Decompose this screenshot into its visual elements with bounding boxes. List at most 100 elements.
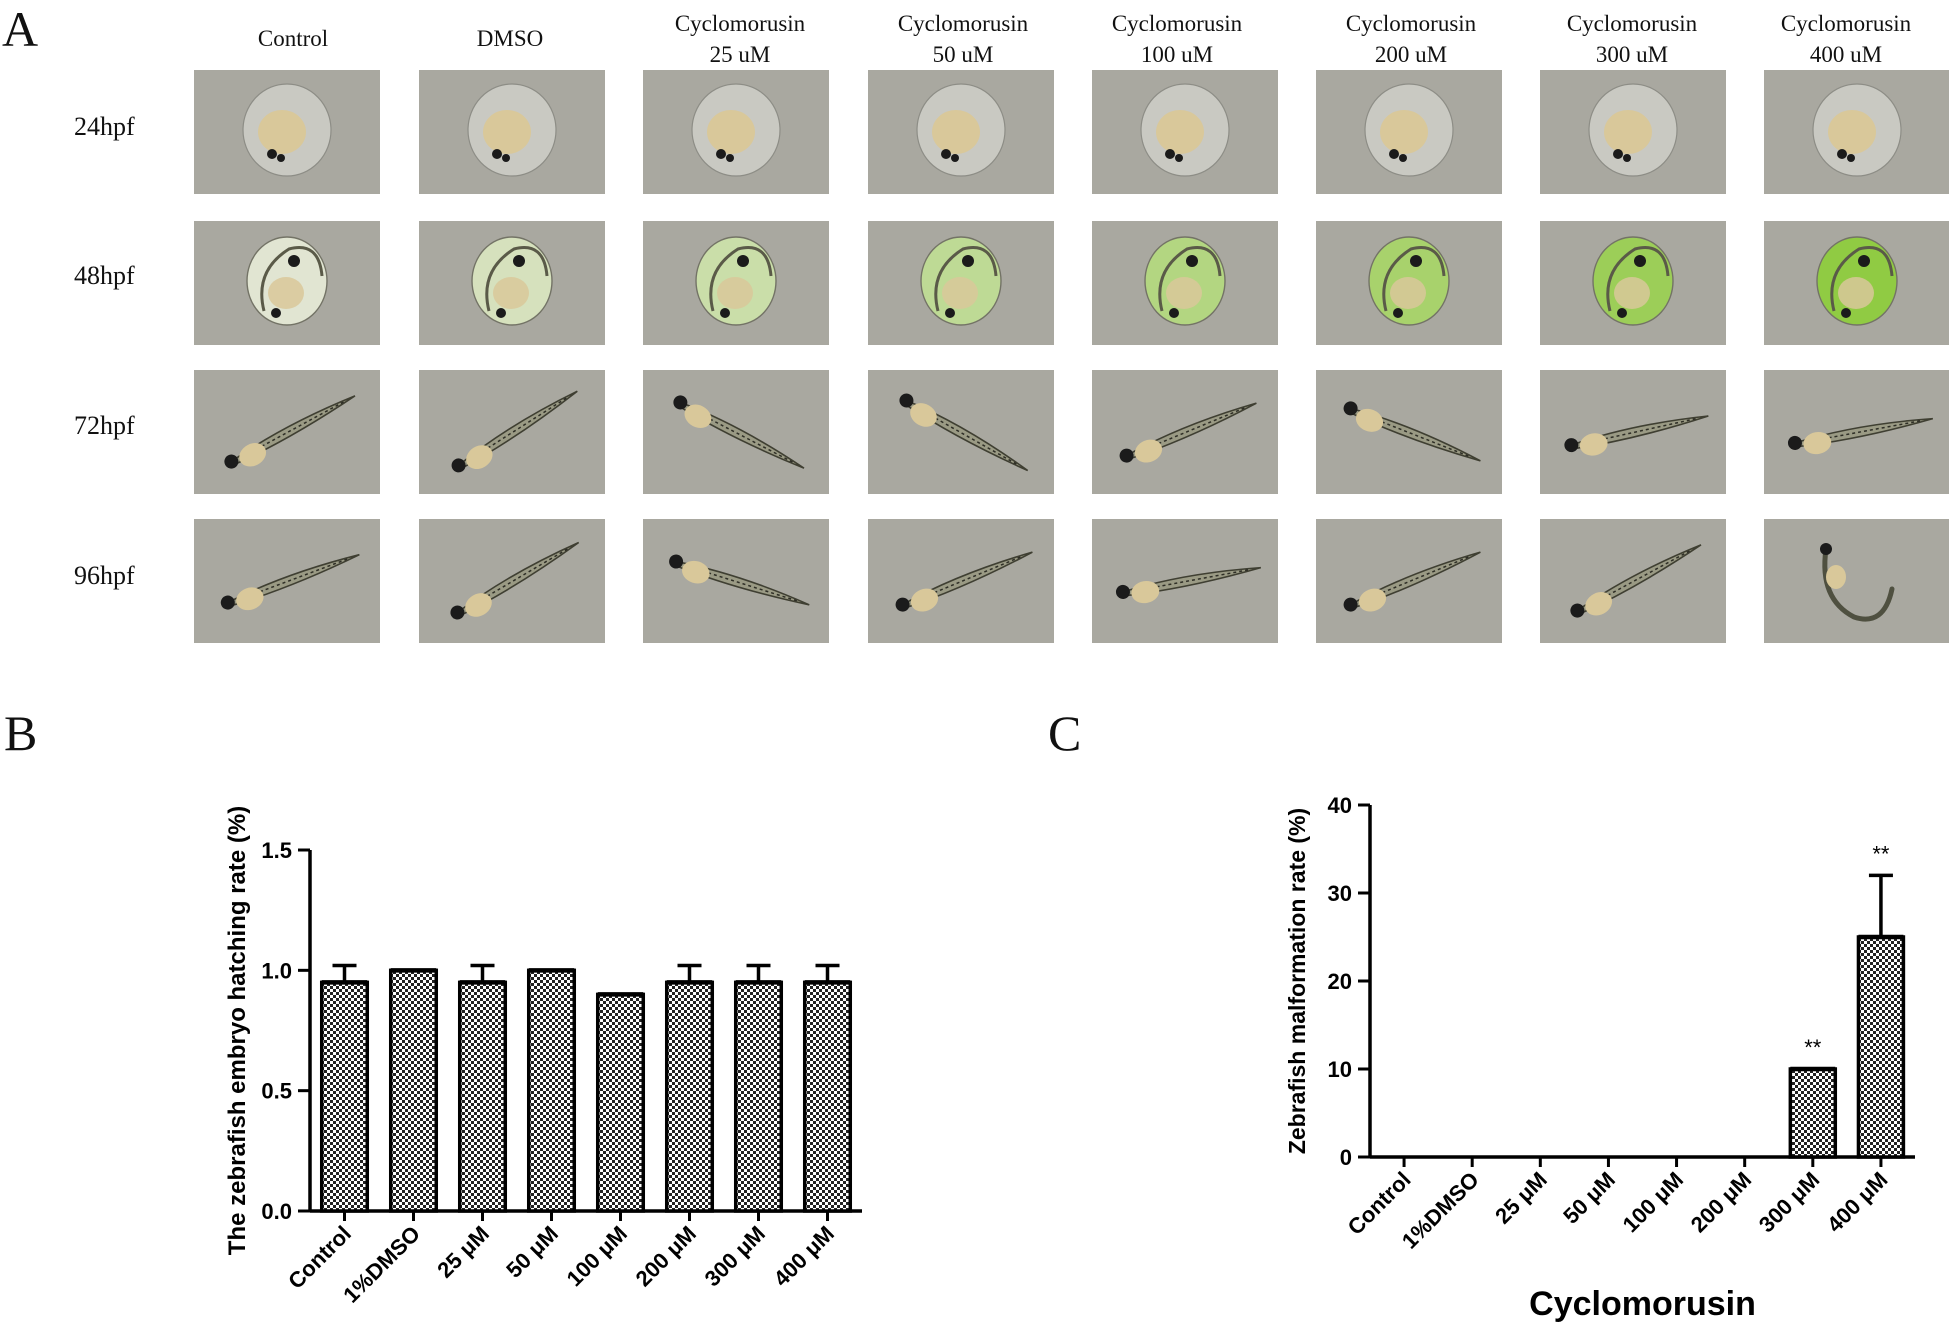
yolk <box>465 593 492 617</box>
x-tick-label: 200 μM <box>1686 1167 1756 1237</box>
eye <box>962 255 974 267</box>
column-label-line1: Cyclomorusin <box>897 11 1029 36</box>
eye <box>224 454 239 469</box>
eye <box>1841 308 1851 318</box>
eye <box>496 308 506 318</box>
bar <box>1788 1067 1838 1159</box>
embryo-micrograph <box>194 370 380 494</box>
y-tick-label: 0.5 <box>261 1079 292 1104</box>
yolk <box>1166 277 1202 309</box>
eye <box>1617 308 1627 318</box>
eye <box>1564 438 1579 453</box>
yolk <box>236 587 264 611</box>
yolk <box>1803 431 1832 455</box>
embryo-micrograph <box>194 519 380 643</box>
yolk <box>493 277 529 309</box>
eye <box>720 308 730 318</box>
column-label-line1: Cyclomorusin <box>674 11 806 36</box>
larva <box>1343 551 1481 612</box>
y-tick-label: 10 <box>1328 1057 1352 1082</box>
larva-body <box>1822 546 1895 622</box>
embryo-micrograph <box>1764 70 1949 194</box>
embryo-body <box>1382 246 1446 312</box>
larva <box>899 393 1029 472</box>
column-label-line1: Cyclomorusin <box>1566 11 1698 36</box>
y-tick-label: 40 <box>1328 793 1352 818</box>
y-tick-label: 1.5 <box>261 838 292 863</box>
eye <box>267 149 277 159</box>
embryo-micrograph <box>1764 221 1949 345</box>
column-label-300um: Cyclomorusin 300 uM <box>1522 8 1742 70</box>
yolk <box>466 445 493 470</box>
column-label-dmso: DMSO <box>400 23 620 54</box>
yolk <box>268 277 304 309</box>
eye <box>669 554 684 569</box>
column-label-50um: Cyclomorusin 50 uM <box>853 8 1073 70</box>
embryo-micrograph <box>419 221 605 345</box>
yolk <box>1390 277 1426 309</box>
eye <box>716 149 726 159</box>
embryo-micrograph <box>1316 221 1502 345</box>
embryo-micrograph <box>643 221 829 345</box>
column-label-line1: Control <box>257 26 329 51</box>
embryo-micrograph <box>1764 519 1949 643</box>
eye <box>1115 584 1130 599</box>
yolk <box>1380 110 1428 154</box>
x-tick-label: 50 μM <box>1558 1167 1620 1229</box>
yolk <box>1826 565 1846 589</box>
yolk <box>1604 110 1652 154</box>
yolk <box>717 277 753 309</box>
bar <box>664 980 715 1213</box>
embryo-micrograph <box>1540 70 1726 194</box>
embryo-micrograph <box>1092 221 1278 345</box>
yolk <box>1156 110 1204 154</box>
malformation-rate-chart: 0 10 20 30 40 Zebrafish malformation rate (%)… <box>1284 793 1915 1323</box>
embryo-micrograph <box>1764 370 1949 494</box>
larva <box>1115 566 1262 604</box>
column-label-control: Control <box>183 23 403 54</box>
embryo-micrograph <box>868 370 1054 494</box>
embryo-body <box>1158 246 1222 312</box>
eye <box>895 597 910 612</box>
column-label-line2: 50 uM <box>932 42 994 67</box>
embryo-body <box>1830 246 1894 312</box>
embryo-micrograph <box>419 519 605 643</box>
yolk <box>684 404 712 429</box>
embryo-micrograph <box>1316 519 1502 643</box>
embryo-micrograph <box>868 221 1054 345</box>
yolk <box>707 110 755 154</box>
eye <box>951 154 959 162</box>
panel-label-c: C <box>1048 705 1082 761</box>
embryo-micrograph <box>1316 70 1502 194</box>
embryo-body <box>485 246 549 312</box>
x-tick-label: 300 μM <box>1754 1167 1824 1237</box>
bar <box>802 980 853 1213</box>
yolk <box>682 560 710 584</box>
bar <box>319 980 370 1213</box>
eye <box>737 255 749 267</box>
column-label-line2: 100 uM <box>1140 42 1214 67</box>
embryo-micrograph <box>1540 519 1726 643</box>
bar <box>388 968 439 1213</box>
bar <box>595 992 646 1213</box>
larva <box>1119 402 1257 463</box>
x-tick-label: 300 μM <box>700 1221 770 1291</box>
eye <box>1169 308 1179 318</box>
embryo-body <box>1606 246 1670 312</box>
x-tick-label: 50 μM <box>501 1221 563 1283</box>
larva <box>220 553 360 611</box>
x-tick-label: 100 μM <box>562 1221 632 1291</box>
y-axis-label: Zebrafish malformation rate (%) <box>1284 808 1310 1154</box>
yolk <box>1355 408 1384 432</box>
eye <box>1343 597 1358 612</box>
bar <box>526 968 577 1213</box>
y-tick-label: 1.0 <box>261 958 292 983</box>
embryo-micrograph <box>1540 221 1726 345</box>
hatching-rate-chart: 0.0 0.5 1.0 1.5 The zebrafish embryo hatchin… <box>224 806 862 1308</box>
y-tick-label: 0.0 <box>261 1199 292 1224</box>
significance-marker: ** <box>1804 1035 1822 1060</box>
eye <box>502 154 510 162</box>
eye <box>492 149 502 159</box>
column-label-100um: Cyclomorusin 100 uM <box>1067 8 1287 70</box>
embryo-micrograph <box>643 370 829 494</box>
